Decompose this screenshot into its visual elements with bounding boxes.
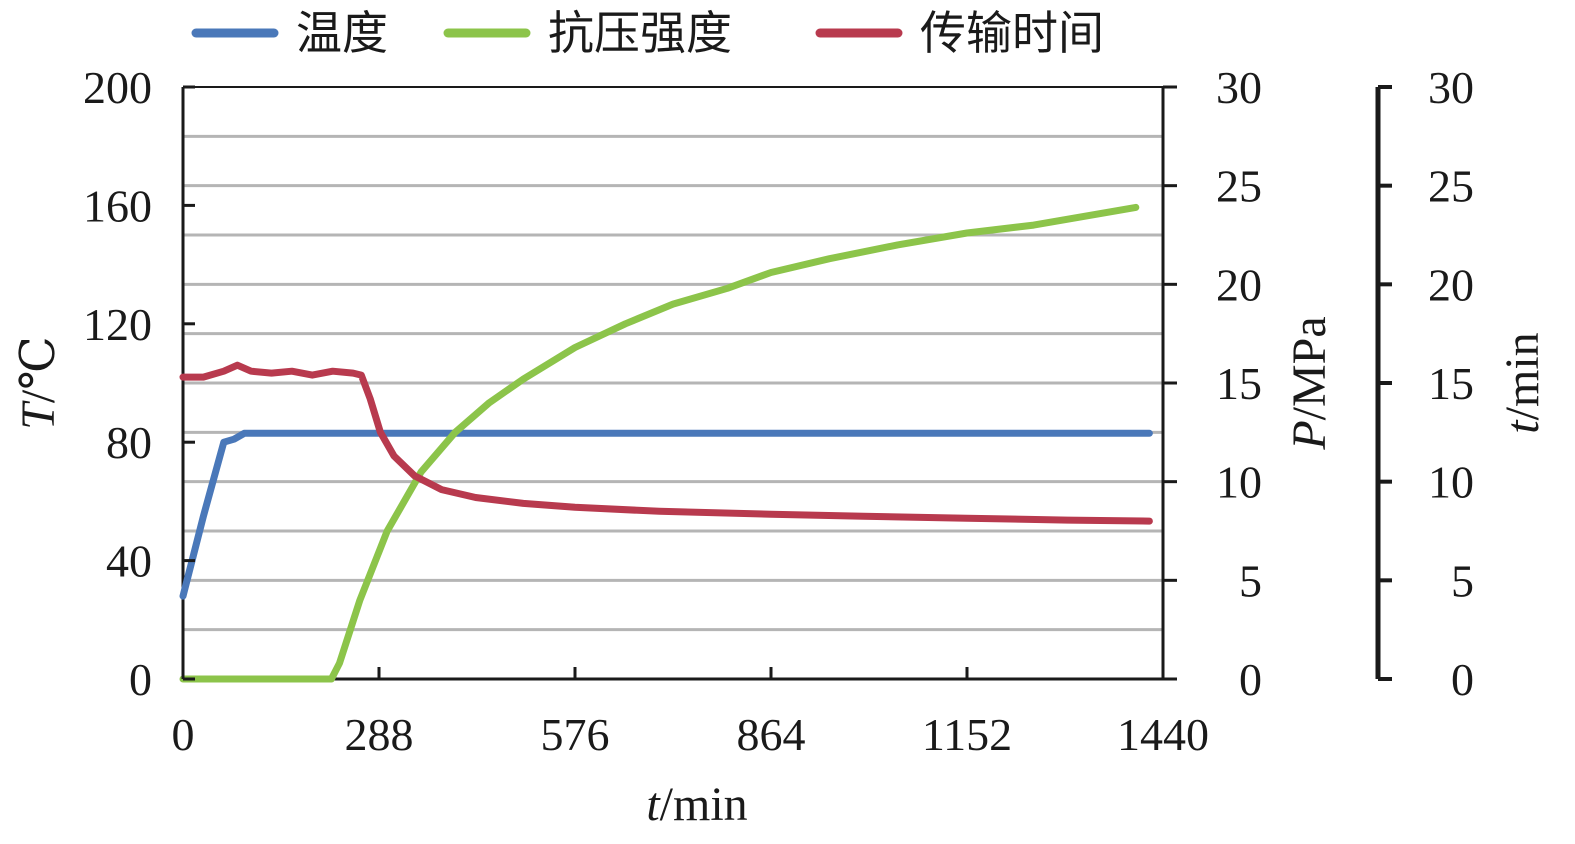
x-tick-label: 1152	[922, 709, 1012, 760]
y-right2-tick-label: 20	[1428, 259, 1474, 310]
series-lines	[179, 203, 1153, 683]
y-right1-tick-label: 10	[1216, 457, 1262, 508]
x-tick-label: 1440	[1117, 709, 1209, 760]
y-right2-tick-label: 30	[1428, 62, 1474, 113]
y-left-tick-label: 120	[83, 299, 152, 350]
y-right1-axis-title-unit: /MPa	[1283, 316, 1336, 420]
grid-lines	[183, 134, 1163, 632]
x-tick-label: 864	[737, 709, 806, 760]
y-left-tick-label: 80	[106, 417, 152, 468]
y-right1-tick-label: 15	[1216, 358, 1262, 409]
x-axis-title-unit: /min	[660, 778, 748, 831]
y-right2-axis-title-unit: /min	[1496, 332, 1549, 420]
legend-label-strength: 抗压强度	[548, 6, 732, 60]
y-right2-tick-label: 0	[1451, 654, 1474, 705]
y-right1-tick-label: 25	[1216, 161, 1262, 212]
axis-ticks: 0 288 576 864 1152 14400408012016020005101520…	[83, 62, 1474, 760]
y-right1-axis-title-italic: P	[1283, 420, 1336, 450]
x-tick-label: 576	[541, 709, 610, 760]
series-line-strength	[179, 203, 1140, 683]
y-left-tick-label: 200	[83, 62, 152, 113]
y-right2-axis-title: t/min	[1496, 332, 1549, 433]
y-right2-tick-label: 15	[1428, 358, 1474, 409]
y-right1-tick-label: 5	[1239, 555, 1262, 606]
y-right1-tick-label: 30	[1216, 62, 1262, 113]
y-left-axis-title-unit: /℃	[12, 336, 65, 403]
x-axis-title-italic: t	[646, 778, 661, 831]
y-right2-axis-title-italic: t	[1496, 419, 1549, 434]
y-right2-tick-label: 5	[1451, 555, 1474, 606]
y-left-tick-label: 40	[106, 536, 152, 587]
y-right2-tick-label: 10	[1428, 457, 1474, 508]
x-axis-title: t/min	[646, 778, 747, 831]
y-left-axis-title: T/℃	[12, 336, 65, 430]
series-line-temp	[179, 429, 1153, 600]
x-tick-label: 0	[172, 709, 195, 760]
y-right2-tick-label: 25	[1428, 161, 1474, 212]
y-right1-axis-title: P/MPa	[1283, 316, 1336, 450]
y-right1-tick-label: 20	[1216, 259, 1262, 310]
y-left-axis-title-italic: T	[12, 400, 65, 430]
y-right1-tick-label: 0	[1239, 654, 1262, 705]
series-line-transit	[179, 361, 1153, 525]
y-left-tick-label: 160	[83, 180, 152, 231]
axis-titles: t/min T/℃ P/MPa t/min	[12, 316, 1549, 831]
legend-label-transit: 传输时间	[920, 6, 1104, 60]
x-tick-label: 288	[345, 709, 414, 760]
y-left-tick-label: 0	[129, 654, 152, 705]
legend-label-temp: 温度	[296, 6, 388, 60]
legend: 温度 抗压强度 传输时间	[191, 6, 1104, 60]
